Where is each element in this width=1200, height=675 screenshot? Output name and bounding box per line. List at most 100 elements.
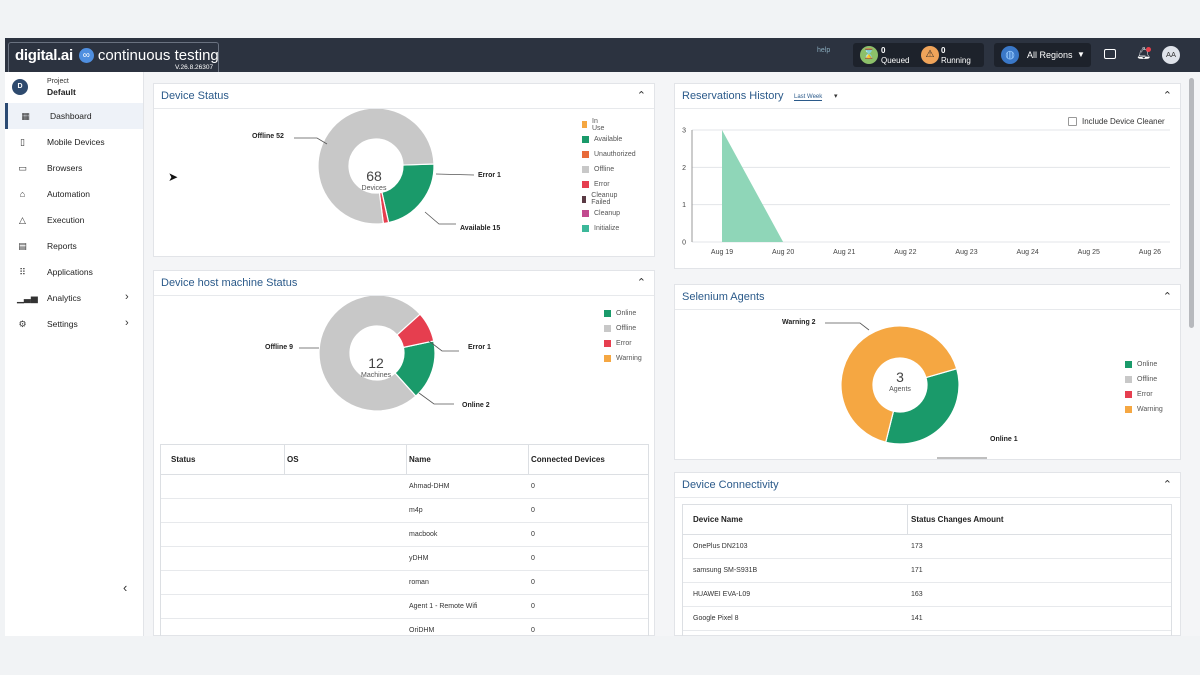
legend-label: Available: [594, 135, 623, 143]
status-changes-cell: 163: [911, 591, 923, 598]
legend-item-unauthorized[interactable]: Unauthorized: [582, 150, 636, 159]
chevron-up-icon[interactable]: ⌃: [636, 90, 646, 102]
chevron-up-icon[interactable]: ⌃: [1162, 291, 1172, 303]
column-header[interactable]: Name: [409, 455, 431, 464]
header-divider: [161, 474, 648, 475]
area-series[interactable]: [722, 130, 1150, 242]
legend-swatch: [582, 150, 589, 158]
host-name-cell: roman: [409, 579, 429, 586]
logo[interactable]: digital.ai ∞ continuous testing V.26.8.2…: [8, 42, 219, 72]
legend-item-warning[interactable]: Warning: [1125, 405, 1163, 414]
monitor-icon[interactable]: [1104, 49, 1116, 59]
sidebar-item-label: Mobile Devices: [47, 137, 105, 147]
globe-icon: ◍: [1001, 46, 1019, 64]
column-divider: [528, 445, 529, 474]
y-tick-label: 2: [682, 165, 686, 172]
legend-item-offline[interactable]: Offline: [582, 165, 614, 174]
callout-line: [428, 340, 459, 352]
column-header[interactable]: Status: [171, 455, 196, 464]
project-name[interactable]: Default: [47, 87, 76, 97]
legend-label: Unauthorized: [594, 150, 636, 158]
legend-item-offline[interactable]: Offline: [604, 324, 636, 333]
automation-icon: ⌂: [19, 189, 26, 199]
include-cleaner-checkbox[interactable]: [1068, 117, 1077, 126]
include-cleaner-label: Include Device Cleaner: [1082, 117, 1165, 126]
sidebar-item-label: Execution: [47, 215, 85, 225]
callout-error: Error 1: [468, 344, 491, 351]
legend-swatch: [1125, 405, 1132, 413]
mouse-cursor-icon: ➤: [168, 170, 179, 184]
column-header[interactable]: Status Changes Amount: [911, 515, 1004, 524]
project-avatar[interactable]: D: [12, 79, 28, 95]
sidebar-item-automation[interactable]: ⌂ Automation: [5, 181, 143, 207]
panel-title: Reservations History: [682, 90, 784, 102]
sidebar-item-settings[interactable]: ⚙ Settings ›: [5, 311, 143, 337]
row-divider: [161, 498, 648, 499]
legend-item-error[interactable]: Error: [604, 339, 632, 348]
donut-slice-warning[interactable]: [840, 325, 958, 443]
row-divider: [161, 546, 648, 547]
column-header[interactable]: Connected Devices: [531, 455, 605, 464]
legend-item-error[interactable]: Error: [1125, 390, 1153, 399]
donut-slice-online[interactable]: [884, 367, 960, 445]
caret-down-icon[interactable]: ▾: [834, 93, 838, 100]
legend-item-online[interactable]: Online: [604, 309, 636, 318]
infinity-icon: ∞: [78, 48, 94, 63]
brand-product: continuous testing: [97, 47, 219, 64]
legend-item-offline[interactable]: Offline: [1125, 375, 1157, 384]
queue-status[interactable]: ⌛ 0 Queued ⚠ 0 Running: [853, 43, 984, 67]
donut-total: 68: [366, 168, 382, 184]
connected-devices-cell: 0: [531, 627, 535, 634]
donut-total: 3: [896, 369, 904, 385]
reservations-chart: 0 1 2 3 Aug 19 Aug 20 Aug 21 Aug 22 Aug 23 Aug 24…: [682, 128, 1170, 256]
legend-label: Offline: [594, 165, 615, 173]
legend-item-error[interactable]: Error: [582, 180, 610, 189]
help-image[interactable]: help: [817, 47, 831, 54]
legend-label: In Use: [592, 117, 605, 132]
legend-item-warning[interactable]: Warning: [604, 354, 642, 363]
top-bar: digital.ai ∞ continuous testing V.26.8.2…: [5, 38, 1200, 72]
row-divider: [161, 594, 648, 595]
scrollbar[interactable]: [1189, 78, 1194, 328]
legend-item-in-use[interactable]: In Use: [582, 117, 606, 132]
callout-error: Error 1: [478, 172, 501, 179]
legend-item-online[interactable]: Online: [1125, 360, 1157, 369]
sidebar-item-execution[interactable]: △ Execution: [5, 207, 143, 233]
legend-item-cleanup[interactable]: Cleanup: [582, 209, 620, 218]
legend-item-available[interactable]: Available: [582, 135, 622, 144]
sidebar-item-mobile-devices[interactable]: ▯ Mobile Devices: [5, 129, 143, 155]
collapse-sidebar-icon[interactable]: ‹: [123, 580, 128, 595]
legend-item-initialize[interactable]: Initialize: [582, 224, 619, 233]
legend-item-cleanup-failed[interactable]: Cleanup Failed: [582, 192, 620, 206]
chevron-up-icon[interactable]: ⌃: [1162, 479, 1172, 491]
range-select[interactable]: Last Week: [794, 94, 823, 101]
apps-icon: ⠿: [19, 267, 26, 277]
column-header[interactable]: Device Name: [693, 515, 743, 524]
sidebar-item-browsers[interactable]: ▭ Browsers: [5, 155, 143, 181]
legend-label: Cleanup Failed: [591, 192, 618, 206]
chevron-up-icon[interactable]: ⌃: [1162, 90, 1172, 102]
project-caption: Project: [47, 78, 69, 85]
region-select[interactable]: ◍ All Regions ▼: [994, 43, 1091, 67]
sidebar-item-reports[interactable]: ▤ Reports: [5, 233, 143, 259]
panel-header: Device Connectivity ⌃: [675, 473, 1180, 498]
column-header[interactable]: OS: [287, 455, 299, 464]
legend-label: Offline: [616, 324, 637, 332]
donut-total-label: Agents: [889, 386, 911, 393]
brand-name: digital.ai: [15, 47, 73, 64]
donut-slice-error[interactable]: [396, 313, 435, 349]
sidebar-item-applications[interactable]: ⠿ Applications: [5, 259, 143, 285]
user-avatar[interactable]: AA: [1162, 46, 1180, 64]
sidebar-item-analytics[interactable]: ▁▃▅ Analytics ›: [5, 285, 143, 311]
sidebar-item-dashboard[interactable]: ▦ Dashboard: [5, 103, 143, 129]
donut-slice-offline[interactable]: [317, 109, 435, 225]
chevron-right-icon: ›: [125, 291, 129, 303]
callout-online: Online 1: [990, 436, 1018, 443]
donut-total-label: Machines: [361, 372, 391, 379]
y-tick-label: 0: [682, 240, 686, 247]
host-name-cell: yDHM: [409, 555, 429, 562]
legend-swatch: [604, 354, 611, 362]
chevron-up-icon[interactable]: ⌃: [636, 277, 646, 289]
legend-swatch: [1125, 361, 1132, 368]
donut-slice-offline[interactable]: [318, 296, 421, 412]
